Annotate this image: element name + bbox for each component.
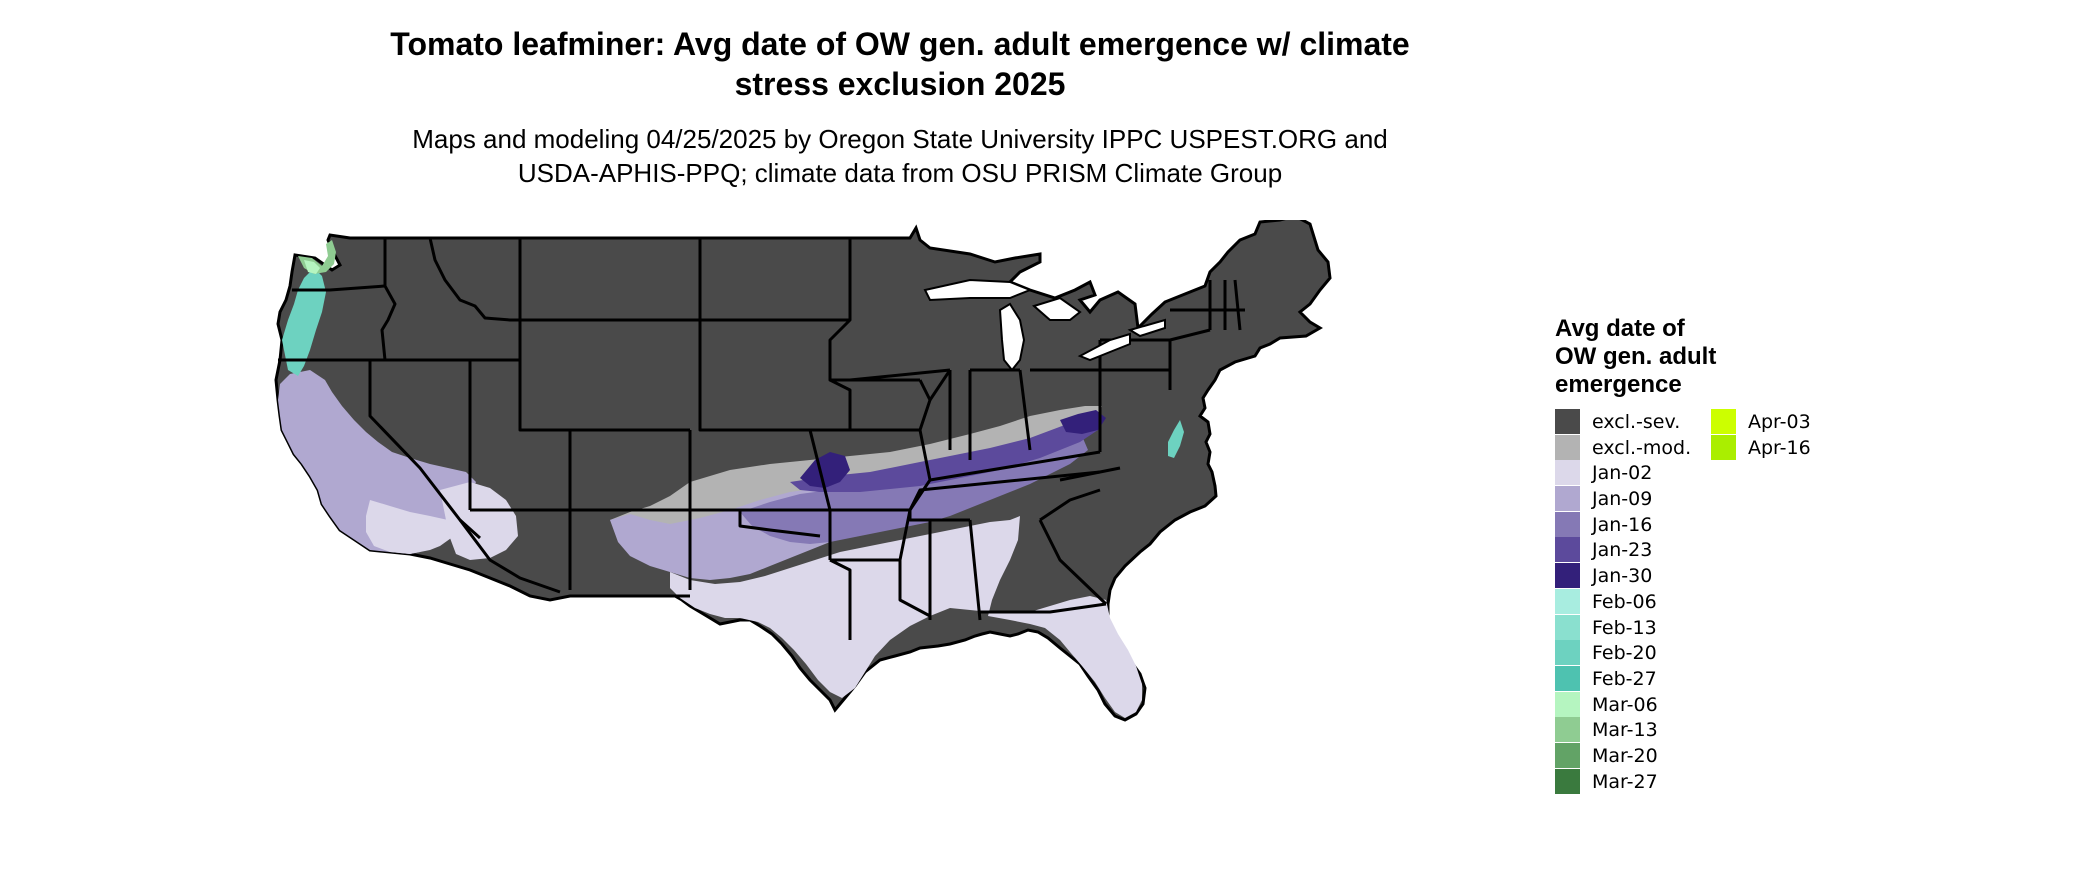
legend-label: Mar-06 (1592, 693, 1658, 716)
legend-label: Jan-30 (1592, 565, 1653, 588)
legend-title-line-1: Avg date of (1555, 315, 1685, 342)
region-feb-mar-nw (282, 268, 326, 376)
map-title: Tomato leafminer: Avg date of OW gen. ad… (300, 24, 1500, 104)
region-jan-30 (800, 452, 850, 488)
legend-swatch (1711, 434, 1736, 460)
legend-title-line-3: emergence (1555, 371, 1682, 398)
map-title-line-2: stress exclusion 2025 (734, 66, 1066, 102)
legend-swatch (1555, 434, 1580, 460)
legend-swatch (1555, 537, 1580, 563)
legend-label: Mar-20 (1592, 744, 1658, 767)
legend-swatch (1555, 588, 1580, 614)
legend-label: Jan-09 (1592, 488, 1653, 511)
legend-label: Jan-02 (1592, 462, 1653, 485)
map-legend: Avg date of OW gen. adult emergence excl… (1555, 315, 1885, 805)
legend-swatch (1555, 409, 1580, 434)
legend-label: Feb-06 (1592, 590, 1657, 613)
great-lakes (923, 278, 1166, 372)
legend-swatch (1555, 742, 1580, 768)
map-subtitle-line-1: Maps and modeling 04/25/2025 by Oregon S… (412, 124, 1388, 154)
legend-label: Feb-13 (1592, 616, 1657, 639)
legend-swatch (1555, 614, 1580, 640)
legend-swatch (1555, 563, 1580, 589)
legend-label: Feb-27 (1592, 667, 1657, 690)
legend-label: Jan-23 (1592, 539, 1653, 562)
legend-swatch (1555, 768, 1580, 794)
legend-label: Mar-27 (1592, 770, 1658, 793)
region-jan-02-south (670, 516, 1142, 718)
region-mar06-nw (304, 260, 320, 274)
legend-swatch (1555, 486, 1580, 512)
region-feb-east (1168, 420, 1184, 458)
legend-title-line-2: OW gen. adult (1555, 343, 1717, 370)
legend-swatch (1555, 665, 1580, 691)
region-jan-02-west (366, 500, 460, 554)
legend-swatch (1555, 511, 1580, 537)
legend-swatch (1555, 640, 1580, 666)
legend-label: Feb-20 (1592, 642, 1657, 665)
legend-swatch (1555, 460, 1580, 486)
legend-label: Apr-03 (1748, 411, 1811, 433)
legend-title: Avg date of OW gen. adult emergence (1555, 315, 1755, 399)
legend-label: excl.-sev. (1592, 411, 1681, 433)
map-title-line-1: Tomato leafminer: Avg date of OW gen. ad… (390, 26, 1410, 62)
map-subtitle: Maps and modeling 04/25/2025 by Oregon S… (300, 122, 1500, 190)
legend-label: Mar-13 (1592, 719, 1658, 742)
legend-swatch (1555, 717, 1580, 743)
legend-swatch (1711, 409, 1736, 434)
region-jan-23 (790, 414, 1100, 492)
legend-label: Apr-16 (1748, 436, 1811, 459)
region-jan-09-west (278, 370, 476, 554)
region-jan-30-nc (1060, 410, 1106, 434)
legend-label: Jan-16 (1592, 513, 1653, 536)
legend-label: excl.-mod. (1592, 436, 1692, 459)
region-jan-02-az (440, 482, 518, 560)
state-boundaries (278, 237, 1245, 640)
map-subtitle-line-2: USDA-APHIS-PPQ; climate data from OSU PR… (517, 158, 1283, 188)
legend-swatch (1555, 691, 1580, 717)
us-map (274, 220, 1332, 722)
